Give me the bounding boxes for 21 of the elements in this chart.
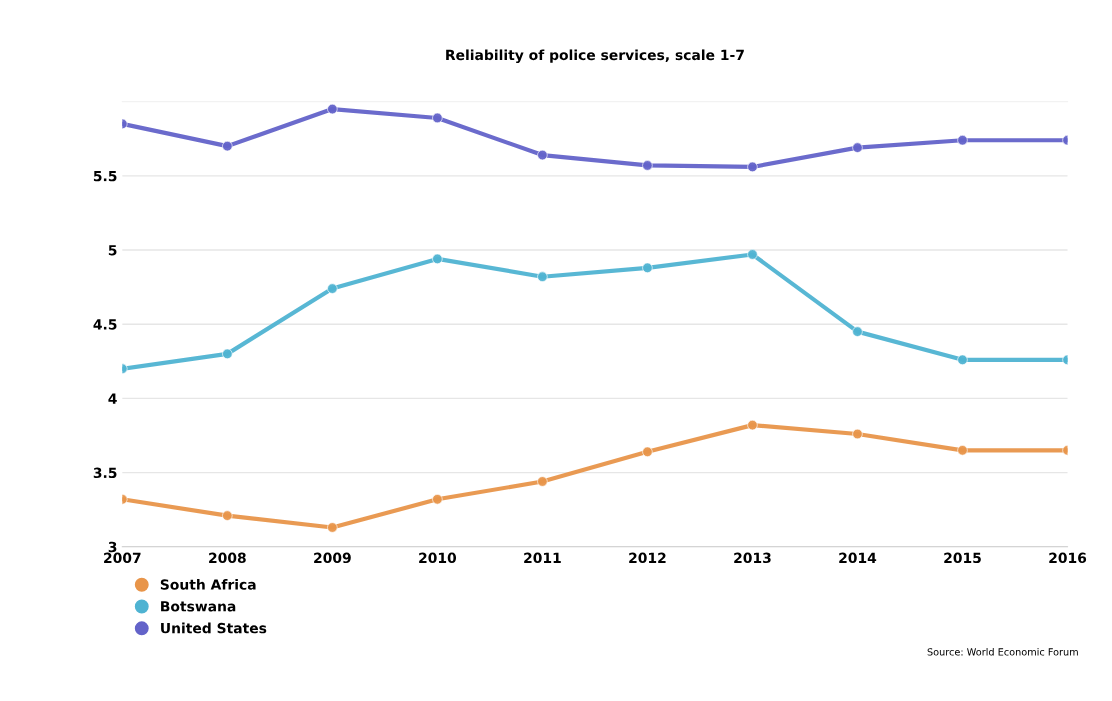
x-tick-label: 2010	[419, 552, 457, 564]
y-tick-label: 3	[108, 541, 117, 553]
y-tick-label: 4.5	[93, 319, 117, 330]
source-note: Source: World Economic Forum	[927, 648, 1078, 656]
x-tick-label: 2009	[314, 552, 351, 564]
y-tick-label: 5.5	[93, 170, 117, 182]
x-tick-label: 2007	[104, 552, 141, 564]
legend-label: South Africa	[160, 579, 256, 590]
legend-label: Botswana	[161, 601, 236, 612]
x-tick-label: 2012	[629, 552, 666, 564]
y-tick-label: 5	[108, 245, 117, 256]
x-tick-label: 2014	[839, 552, 877, 564]
x-tick-label: 2015	[944, 552, 981, 564]
x-tick-label: 2013	[734, 552, 771, 564]
y-tick-label: 3.5	[93, 467, 117, 479]
x-tick-label: 2011	[524, 552, 561, 564]
x-tick-label: 2016	[1049, 552, 1087, 564]
chart-title: Reliability of police services, scale 1-7	[446, 49, 744, 63]
x-tick-label: 2008	[209, 552, 246, 564]
legend-label: United States	[161, 622, 267, 634]
y-tick-label: 4	[108, 393, 117, 404]
